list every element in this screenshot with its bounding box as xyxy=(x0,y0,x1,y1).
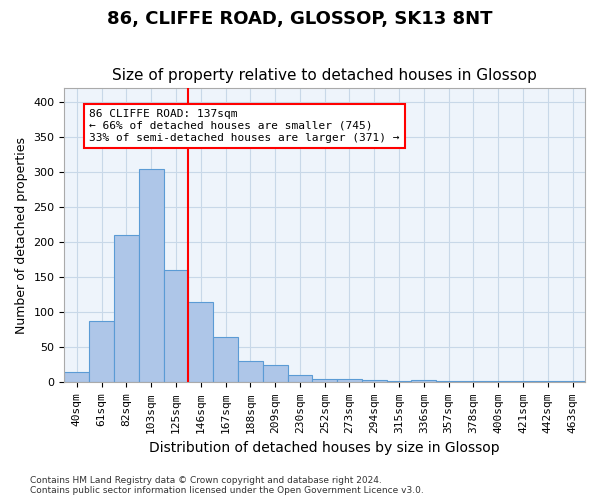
Bar xyxy=(560,381,585,382)
Bar xyxy=(114,236,139,382)
Bar xyxy=(461,381,486,382)
X-axis label: Distribution of detached houses by size in Glossop: Distribution of detached houses by size … xyxy=(149,441,500,455)
Bar xyxy=(263,365,287,382)
Bar xyxy=(436,381,461,382)
Bar xyxy=(386,381,412,382)
Bar xyxy=(535,381,560,382)
Bar xyxy=(412,380,436,382)
Bar xyxy=(188,302,213,382)
Y-axis label: Number of detached properties: Number of detached properties xyxy=(15,137,28,334)
Bar xyxy=(64,372,89,382)
Bar xyxy=(164,270,188,382)
Bar xyxy=(238,362,263,382)
Bar xyxy=(287,376,313,382)
Title: Size of property relative to detached houses in Glossop: Size of property relative to detached ho… xyxy=(112,68,537,83)
Text: Contains HM Land Registry data © Crown copyright and database right 2024.
Contai: Contains HM Land Registry data © Crown c… xyxy=(30,476,424,495)
Bar xyxy=(362,380,386,382)
Bar xyxy=(139,169,164,382)
Bar xyxy=(313,379,337,382)
Text: 86 CLIFFE ROAD: 137sqm
← 66% of detached houses are smaller (745)
33% of semi-de: 86 CLIFFE ROAD: 137sqm ← 66% of detached… xyxy=(89,110,400,142)
Text: 86, CLIFFE ROAD, GLOSSOP, SK13 8NT: 86, CLIFFE ROAD, GLOSSOP, SK13 8NT xyxy=(107,10,493,28)
Bar xyxy=(486,381,511,382)
Bar xyxy=(89,321,114,382)
Bar xyxy=(511,381,535,382)
Bar xyxy=(213,337,238,382)
Bar xyxy=(337,379,362,382)
